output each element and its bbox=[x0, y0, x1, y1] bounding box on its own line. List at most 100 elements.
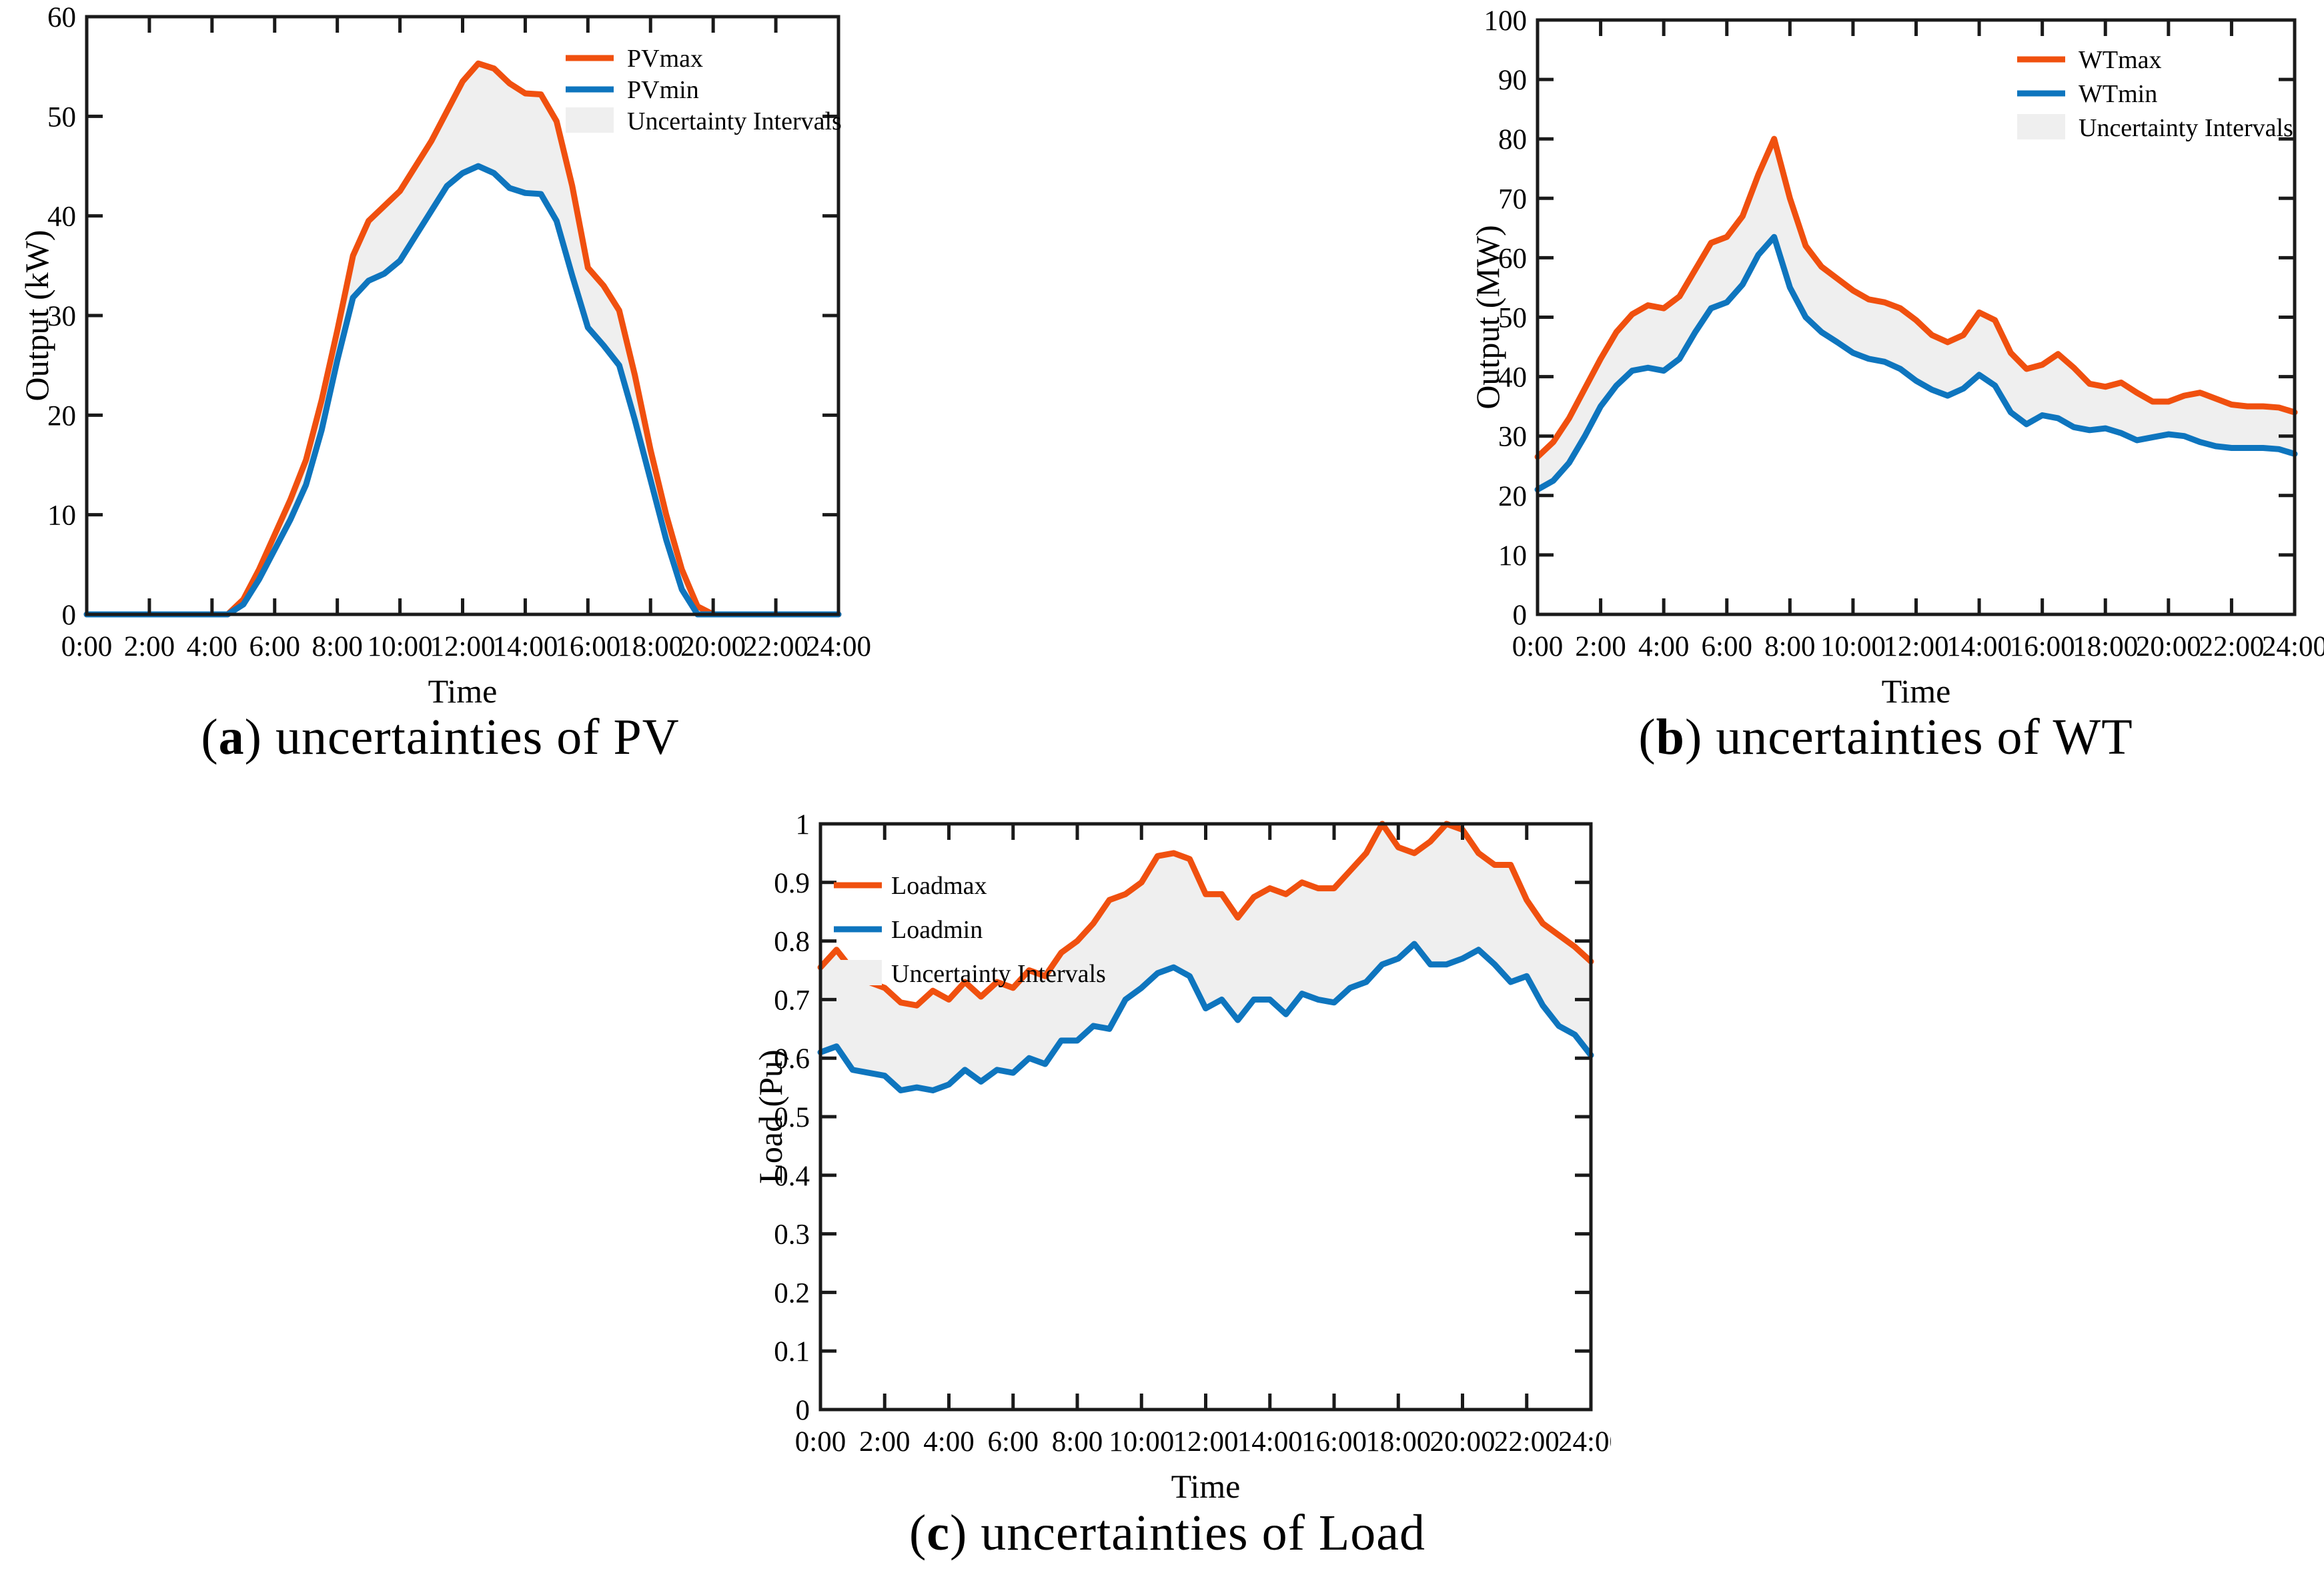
y-tick-label: 10 bbox=[1498, 540, 1527, 572]
caption-b-paren-open: ( bbox=[1638, 709, 1656, 765]
y-tick-label: 0.2 bbox=[774, 1277, 810, 1309]
legend-label: Uncertainty Intervals bbox=[627, 107, 842, 135]
x-tick-label: 2:00 bbox=[859, 1426, 910, 1458]
caption-c-letter: c bbox=[927, 1505, 950, 1561]
x-axis-label: Time bbox=[1171, 1468, 1241, 1504]
caption-c-text: uncertainties of Load bbox=[967, 1505, 1426, 1561]
x-tick-label: 8:00 bbox=[1764, 631, 1815, 662]
y-tick-label: 40 bbox=[47, 201, 76, 233]
y-tick-label: 70 bbox=[1498, 183, 1527, 215]
x-tick-label: 20:00 bbox=[680, 631, 746, 662]
x-tick-label: 14:00 bbox=[1946, 631, 2012, 662]
x-tick-label: 16:00 bbox=[2010, 631, 2075, 662]
y-tick-label: 40 bbox=[1498, 362, 1527, 394]
caption-b: (b) uncertainties of WT bbox=[1447, 708, 2324, 766]
x-tick-label: 16:00 bbox=[1301, 1426, 1367, 1458]
x-tick-label: 18:00 bbox=[618, 631, 683, 662]
x-tick-label: 2:00 bbox=[1575, 631, 1626, 662]
x-tick-label: 10:00 bbox=[368, 631, 433, 662]
x-tick-label: 20:00 bbox=[2136, 631, 2201, 662]
y-tick-label: 20 bbox=[47, 400, 76, 432]
x-tick-label: 22:00 bbox=[743, 631, 808, 662]
y-tick-label: 30 bbox=[47, 301, 76, 332]
pv-uncertainty-figure: 0:00 2:00 4:00 6:00 8:00 10:00 12:00 14:00 16:00… bbox=[0, 0, 881, 801]
y-tick-label: 0 bbox=[1513, 600, 1528, 631]
x-tick-label: 12:00 bbox=[1884, 631, 1949, 662]
x-tick-label: 10:00 bbox=[1820, 631, 1886, 662]
wt-chart-canvas: 0:00 2:00 4:00 6:00 8:00 10:0012:0014:0016:00… bbox=[1469, 5, 2324, 707]
x-tick-label: 22:00 bbox=[2199, 631, 2264, 662]
y-tick-label: 1 bbox=[796, 809, 810, 841]
x-tick-label: 14:00 bbox=[492, 631, 558, 662]
x-tick-label: 24:00 bbox=[2262, 631, 2324, 662]
y-tick-label: 0.9 bbox=[774, 868, 810, 899]
x-tick-label: 2:00 bbox=[124, 631, 175, 662]
y-tick-label: 0.8 bbox=[774, 927, 810, 958]
y-tick-label: 50 bbox=[47, 101, 76, 133]
legend-band-swatch bbox=[834, 960, 882, 985]
x-tick-label: 12:00 bbox=[430, 631, 496, 662]
y-tick-label: 0.1 bbox=[774, 1336, 810, 1368]
uncertainty-band bbox=[1538, 139, 2295, 490]
y-axis-label: Output (kW) bbox=[18, 230, 55, 402]
caption-c-paren-open: ( bbox=[909, 1505, 927, 1561]
pv-chart-canvas: 0:00 2:00 4:00 6:00 8:00 10:0012:0014:0016:00… bbox=[18, 2, 871, 707]
x-axis-label: Time bbox=[1882, 672, 1951, 707]
y-tick-label: 0.5 bbox=[774, 1102, 810, 1133]
legend-label: WTmin bbox=[2079, 80, 2157, 108]
wt-uncertainty-figure: 0:00 2:00 4:00 6:00 8:00 10:00 12:00 14:00 16:00… bbox=[1447, 0, 2324, 801]
y-tick-label: 50 bbox=[1498, 303, 1527, 334]
caption-c-paren-close: ) bbox=[949, 1505, 968, 1561]
caption-a: (a) uncertainties of PV bbox=[0, 708, 881, 766]
x-tick-label: 16:00 bbox=[555, 631, 620, 662]
x-tick-label: 24:00 bbox=[1558, 1426, 1611, 1458]
legend-label: PVmax bbox=[627, 45, 703, 73]
y-tick-label: 0 bbox=[796, 1395, 810, 1426]
x-tick-label: 18:00 bbox=[1365, 1426, 1431, 1458]
y-tick-label: 0.3 bbox=[774, 1219, 810, 1251]
x-tick-label: 8:00 bbox=[1052, 1426, 1103, 1458]
y-tick-label: 20 bbox=[1498, 481, 1527, 512]
legend-label: PVmin bbox=[627, 76, 699, 104]
series-line-wtmax bbox=[1534, 135, 2298, 460]
x-tick-label: 0:00 bbox=[795, 1426, 846, 1458]
x-tick-label: 6:00 bbox=[988, 1426, 1039, 1458]
x-tick-label: 20:00 bbox=[1430, 1426, 1496, 1458]
x-tick-label: 4:00 bbox=[1638, 631, 1689, 662]
y-axis-label: Load (Pu) bbox=[752, 1049, 789, 1183]
caption-a-paren-open: ( bbox=[201, 709, 219, 765]
load-uncertainty-figure: 0:00 2:00 4:00 6:00 8:00 10:00 12:00 14:00 16:00… bbox=[724, 797, 1611, 1584]
caption-a-letter: a bbox=[218, 709, 245, 765]
x-tick-label: 10:00 bbox=[1109, 1426, 1174, 1458]
x-tick-label: 8:00 bbox=[312, 631, 362, 662]
y-tick-label: 0.6 bbox=[774, 1043, 810, 1075]
caption-c: (c) uncertainties of Load bbox=[724, 1504, 1611, 1562]
x-tick-label: 14:00 bbox=[1237, 1426, 1303, 1458]
y-tick-label: 80 bbox=[1498, 124, 1527, 155]
x-tick-label: 4:00 bbox=[923, 1426, 974, 1458]
x-tick-label: 0:00 bbox=[61, 631, 112, 662]
x-tick-label: 6:00 bbox=[249, 631, 300, 662]
y-tick-label: 60 bbox=[1498, 243, 1527, 274]
legend-label: Uncertainty Intervals bbox=[2079, 114, 2293, 142]
series-line-loadmin bbox=[817, 941, 1594, 1093]
x-tick-label: 18:00 bbox=[2073, 631, 2138, 662]
y-tick-label: 0 bbox=[62, 600, 77, 631]
legend-band-swatch bbox=[566, 107, 614, 133]
y-tick-label: 10 bbox=[47, 500, 76, 532]
series-line-wtmin bbox=[1534, 233, 2298, 493]
x-tick-label: 12:00 bbox=[1173, 1426, 1239, 1458]
caption-a-text: uncertainties of PV bbox=[261, 709, 680, 765]
y-axis-label: Output (MW) bbox=[1469, 225, 1506, 409]
y-tick-label: 100 bbox=[1484, 5, 1528, 37]
legend-label: Uncertainty Intervals bbox=[891, 960, 1106, 988]
x-tick-label: 22:00 bbox=[1494, 1426, 1560, 1458]
x-tick-label: 6:00 bbox=[1702, 631, 1752, 662]
x-tick-label: 0:00 bbox=[1512, 631, 1563, 662]
legend-label: Loadmax bbox=[891, 872, 987, 900]
legend-label: Loadmin bbox=[891, 916, 983, 944]
caption-b-letter: b bbox=[1656, 709, 1685, 765]
y-tick-label: 0.4 bbox=[774, 1161, 810, 1192]
load-chart-canvas: 0:00 2:00 4:00 6:00 8:00 10:0012:0014:0016:00… bbox=[752, 809, 1611, 1504]
y-tick-label: 30 bbox=[1498, 422, 1527, 453]
